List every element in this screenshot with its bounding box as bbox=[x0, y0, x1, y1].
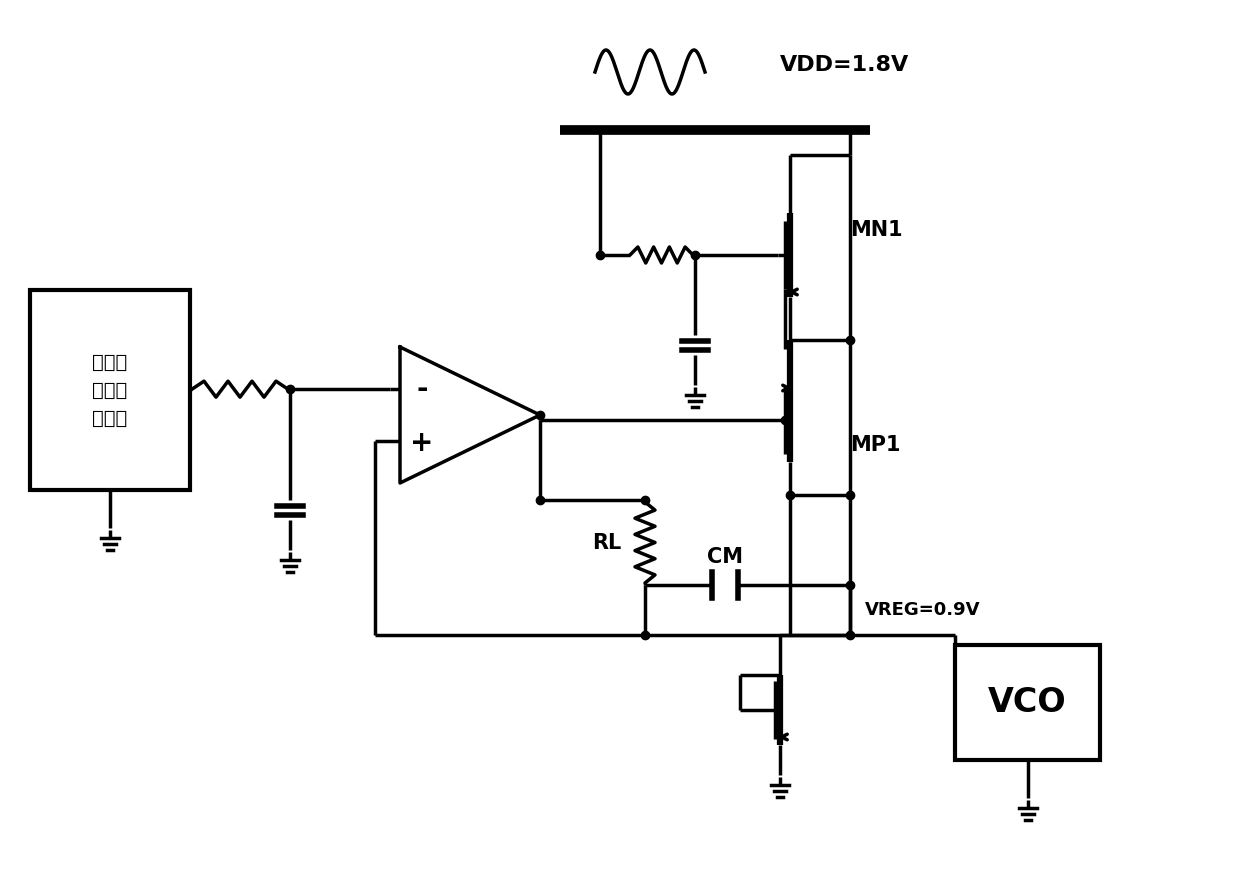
Text: +: + bbox=[410, 429, 434, 457]
Text: MP1: MP1 bbox=[849, 435, 900, 455]
FancyBboxPatch shape bbox=[30, 290, 190, 490]
Text: VREG=0.9V: VREG=0.9V bbox=[866, 601, 981, 619]
Text: VCO: VCO bbox=[988, 686, 1066, 719]
Text: CM: CM bbox=[707, 547, 743, 567]
FancyBboxPatch shape bbox=[955, 645, 1100, 760]
Text: VDD=1.8V: VDD=1.8V bbox=[780, 55, 909, 75]
Text: RL: RL bbox=[593, 532, 621, 553]
Text: MN1: MN1 bbox=[849, 220, 903, 240]
Text: 带隙基
准电压
产生器: 带隙基 准电压 产生器 bbox=[92, 353, 128, 428]
Text: -: - bbox=[417, 375, 428, 403]
